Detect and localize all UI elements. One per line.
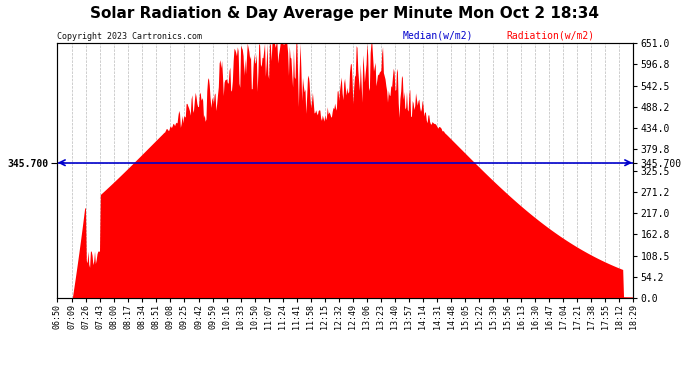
Text: Copyright 2023 Cartronics.com: Copyright 2023 Cartronics.com	[57, 32, 201, 40]
Text: Median(w/m2): Median(w/m2)	[403, 31, 473, 40]
Text: Solar Radiation & Day Average per Minute Mon Oct 2 18:34: Solar Radiation & Day Average per Minute…	[90, 6, 600, 21]
Text: Radiation(w/m2): Radiation(w/m2)	[506, 31, 595, 40]
